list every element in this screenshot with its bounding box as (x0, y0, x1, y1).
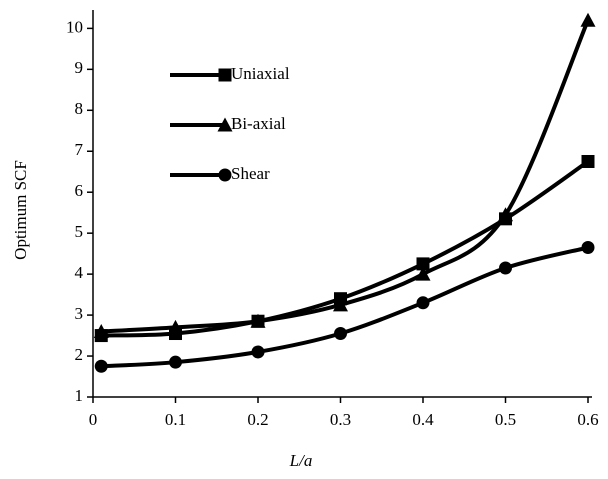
legend-marker (218, 68, 232, 82)
data-point (581, 241, 595, 255)
data-point (250, 313, 266, 328)
data-point (169, 355, 182, 369)
x-tick-label: 0.1 (165, 410, 186, 429)
data-point (251, 345, 265, 359)
y-axis-label: Optimum SCF (11, 160, 30, 260)
series-line (101, 19, 590, 334)
y-tick-label: 1 (75, 386, 84, 405)
x-tick-label: 0.3 (330, 410, 351, 429)
legend-marker (217, 117, 233, 132)
x-tick-label: 0.6 (577, 410, 598, 429)
legend-marker (218, 168, 232, 182)
data-point (93, 323, 109, 338)
y-tick-label: 9 (75, 58, 84, 77)
data-point (580, 12, 596, 27)
data-point (168, 319, 183, 334)
x-tick-label: 0.5 (495, 410, 516, 429)
data-point (333, 297, 348, 312)
y-tick-label: 5 (75, 222, 84, 241)
y-tick-label: 10 (66, 17, 83, 36)
x-axis-label: L/a (289, 451, 313, 470)
data-point (499, 261, 512, 275)
legend-label: Bi-axial (231, 114, 286, 133)
legend-label: Uniaxial (231, 64, 290, 83)
data-point (416, 296, 430, 310)
y-tick-label: 8 (75, 99, 84, 118)
y-tick-label: 3 (75, 304, 84, 323)
data-point (498, 207, 513, 222)
x-tick-label: 0 (89, 410, 98, 429)
data-point (94, 359, 108, 373)
data-point (416, 257, 430, 271)
y-tick-label: 4 (75, 263, 84, 282)
data-point (581, 154, 595, 168)
x-tick-label: 0.2 (247, 410, 268, 429)
y-tick-label: 6 (75, 181, 84, 200)
x-tick-label: 0.4 (412, 410, 434, 429)
y-tick-label: 2 (75, 345, 84, 364)
data-point (334, 327, 347, 341)
legend-label: Shear (231, 164, 270, 183)
y-tick-label: 7 (75, 140, 84, 159)
data-point (415, 266, 431, 281)
